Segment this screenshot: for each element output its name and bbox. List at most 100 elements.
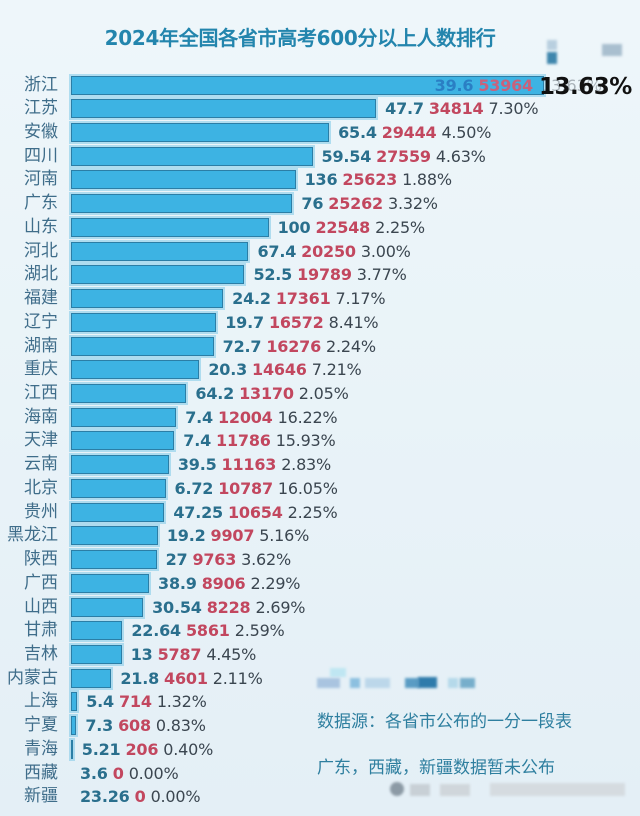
value-labels: 27 9763 3.62%: [165, 550, 292, 570]
watermark-blob: [330, 668, 346, 677]
count-value: 10787: [218, 478, 273, 498]
value-labels: 24.2 17361 7.17%: [232, 289, 385, 308]
value-labels: 59.54 27559 4.63%: [322, 147, 486, 166]
count-value: 34814: [428, 99, 484, 119]
bar: [71, 455, 169, 475]
bar-row: 广东 76 25262 3.32%: [0, 193, 640, 214]
count-value: 0: [112, 763, 124, 783]
province-label: 云南: [24, 454, 58, 475]
watermark-blob: [390, 782, 404, 796]
bar: [71, 597, 144, 617]
count-value: 10654: [228, 502, 283, 522]
bar: [71, 75, 544, 95]
bar: [71, 383, 187, 403]
lead-value: 30.54: [152, 597, 202, 617]
value-labels: 23.26 0 0.00%: [80, 787, 201, 807]
bar-row: 浙江 39.6 53964 13.63%: [0, 75, 640, 95]
lead-value: 7.4: [185, 407, 213, 427]
count-value: 19789: [297, 265, 352, 285]
count-value: 9763: [192, 550, 237, 570]
lead-value: 3.6: [80, 763, 108, 783]
province-label: 山西: [24, 596, 58, 617]
percent-value: 5.16%: [259, 526, 310, 546]
lead-value: 100: [277, 217, 311, 237]
count-value: 20250: [301, 241, 356, 261]
lead-value: 7.4: [183, 431, 212, 451]
province-label: 辽宁: [24, 311, 58, 332]
percent-value: 0.83%: [155, 716, 206, 736]
bar-row: 黑龙江 19.2 9907 5.16%: [0, 526, 640, 546]
bar-row: 重庆 20.3 14646 7.21%: [0, 360, 640, 380]
count-value: 5861: [185, 621, 230, 641]
bar: [71, 407, 177, 427]
lead-value: 13: [130, 645, 153, 665]
bar-row: 北京 6.72 10787 16.05%: [0, 478, 640, 498]
count-value: 8228: [206, 597, 251, 617]
value-labels: 19.7 16572 8.41%: [225, 313, 378, 332]
watermark-blob: [405, 678, 419, 688]
value-labels: 65.4 29444 4.50%: [338, 123, 491, 142]
lead-value: 27: [165, 550, 188, 570]
province-label: 天津: [24, 430, 58, 451]
bar-row: 江西 64.2 13170 2.05%: [0, 383, 640, 403]
lead-value: 52.5: [253, 265, 293, 285]
count-value: 16276: [266, 336, 322, 356]
bar-row: 四川 59.54 27559 4.63%: [0, 145, 640, 166]
value-labels: 47.25 10654 2.25%: [173, 503, 337, 522]
bar-row: 内蒙古 21.8 4601 2.11%: [0, 668, 640, 688]
percent-value: 4.50%: [441, 122, 492, 142]
bar: [71, 645, 122, 665]
percent-value: 8.41%: [328, 312, 379, 332]
bar-row: 宁夏 7.3 608 0.83%: [0, 716, 640, 736]
province-label: 吉林: [24, 644, 58, 665]
bar: [71, 99, 377, 119]
province-label: 四川: [24, 145, 58, 166]
value-labels: 21.8 4601 2.11%: [120, 669, 262, 688]
bar: [71, 692, 78, 712]
percent-value: 4.63%: [435, 146, 486, 166]
province-label: 海南: [24, 406, 58, 427]
lead-value: 47.25: [173, 502, 223, 522]
value-labels: 7.3 608 0.83%: [85, 716, 206, 736]
bar-row: 陕西 27 9763 3.62%: [0, 550, 640, 570]
province-label: 甘肃: [24, 620, 58, 641]
count-value: 13170: [239, 383, 294, 403]
bar-row: 西藏 3.6 0 0.00%: [0, 763, 640, 783]
lead-value: 65.4: [338, 122, 377, 142]
percent-value: 15.93%: [275, 431, 336, 451]
province-label: 贵州: [24, 501, 58, 522]
percent-value: 2.59%: [234, 621, 285, 641]
count-value: 206: [125, 739, 159, 759]
percent-value: 4.45%: [206, 645, 257, 665]
province-label: 广东: [24, 193, 58, 214]
bar-row: 辽宁 19.7 16572 8.41%: [0, 311, 640, 332]
percent-value: 1.88%: [402, 170, 452, 190]
lead-value: 59.54: [321, 146, 372, 166]
bar: [71, 146, 313, 166]
province-label: 青海: [24, 738, 58, 759]
lead-value: 39.6: [434, 75, 474, 95]
count-value: 17361: [275, 289, 331, 309]
bar-row: 山西 30.54 8228 2.69%: [0, 596, 640, 617]
bar-row: 天津 7.4 11786 15.93%: [0, 430, 640, 451]
value-labels: 39.6 53964: [434, 75, 534, 95]
count-value: 16572: [268, 312, 324, 332]
value-labels: 19.2 9907 5.16%: [167, 526, 309, 545]
count-value: 0: [134, 787, 146, 807]
bar-row: 甘肃 22.64 5861 2.59%: [0, 620, 640, 641]
bar: [71, 289, 224, 309]
percent-value: 2.29%: [250, 573, 301, 593]
province-label: 河南: [24, 169, 58, 190]
percent-value: 7.30%: [488, 99, 539, 119]
percent-value: 3.00%: [360, 241, 411, 261]
percent-value: 2.05%: [298, 383, 349, 403]
bar: [71, 739, 73, 759]
lead-value: 67.4: [257, 241, 297, 261]
count-value: 11163: [221, 455, 277, 475]
bar: [71, 170, 296, 190]
bar: [71, 241, 249, 261]
value-labels: 72.7 16276 2.24%: [223, 337, 376, 356]
value-labels: 38.9 8906 2.29%: [158, 574, 300, 593]
province-label: 上海: [24, 691, 58, 712]
count-value: 5787: [157, 645, 202, 665]
